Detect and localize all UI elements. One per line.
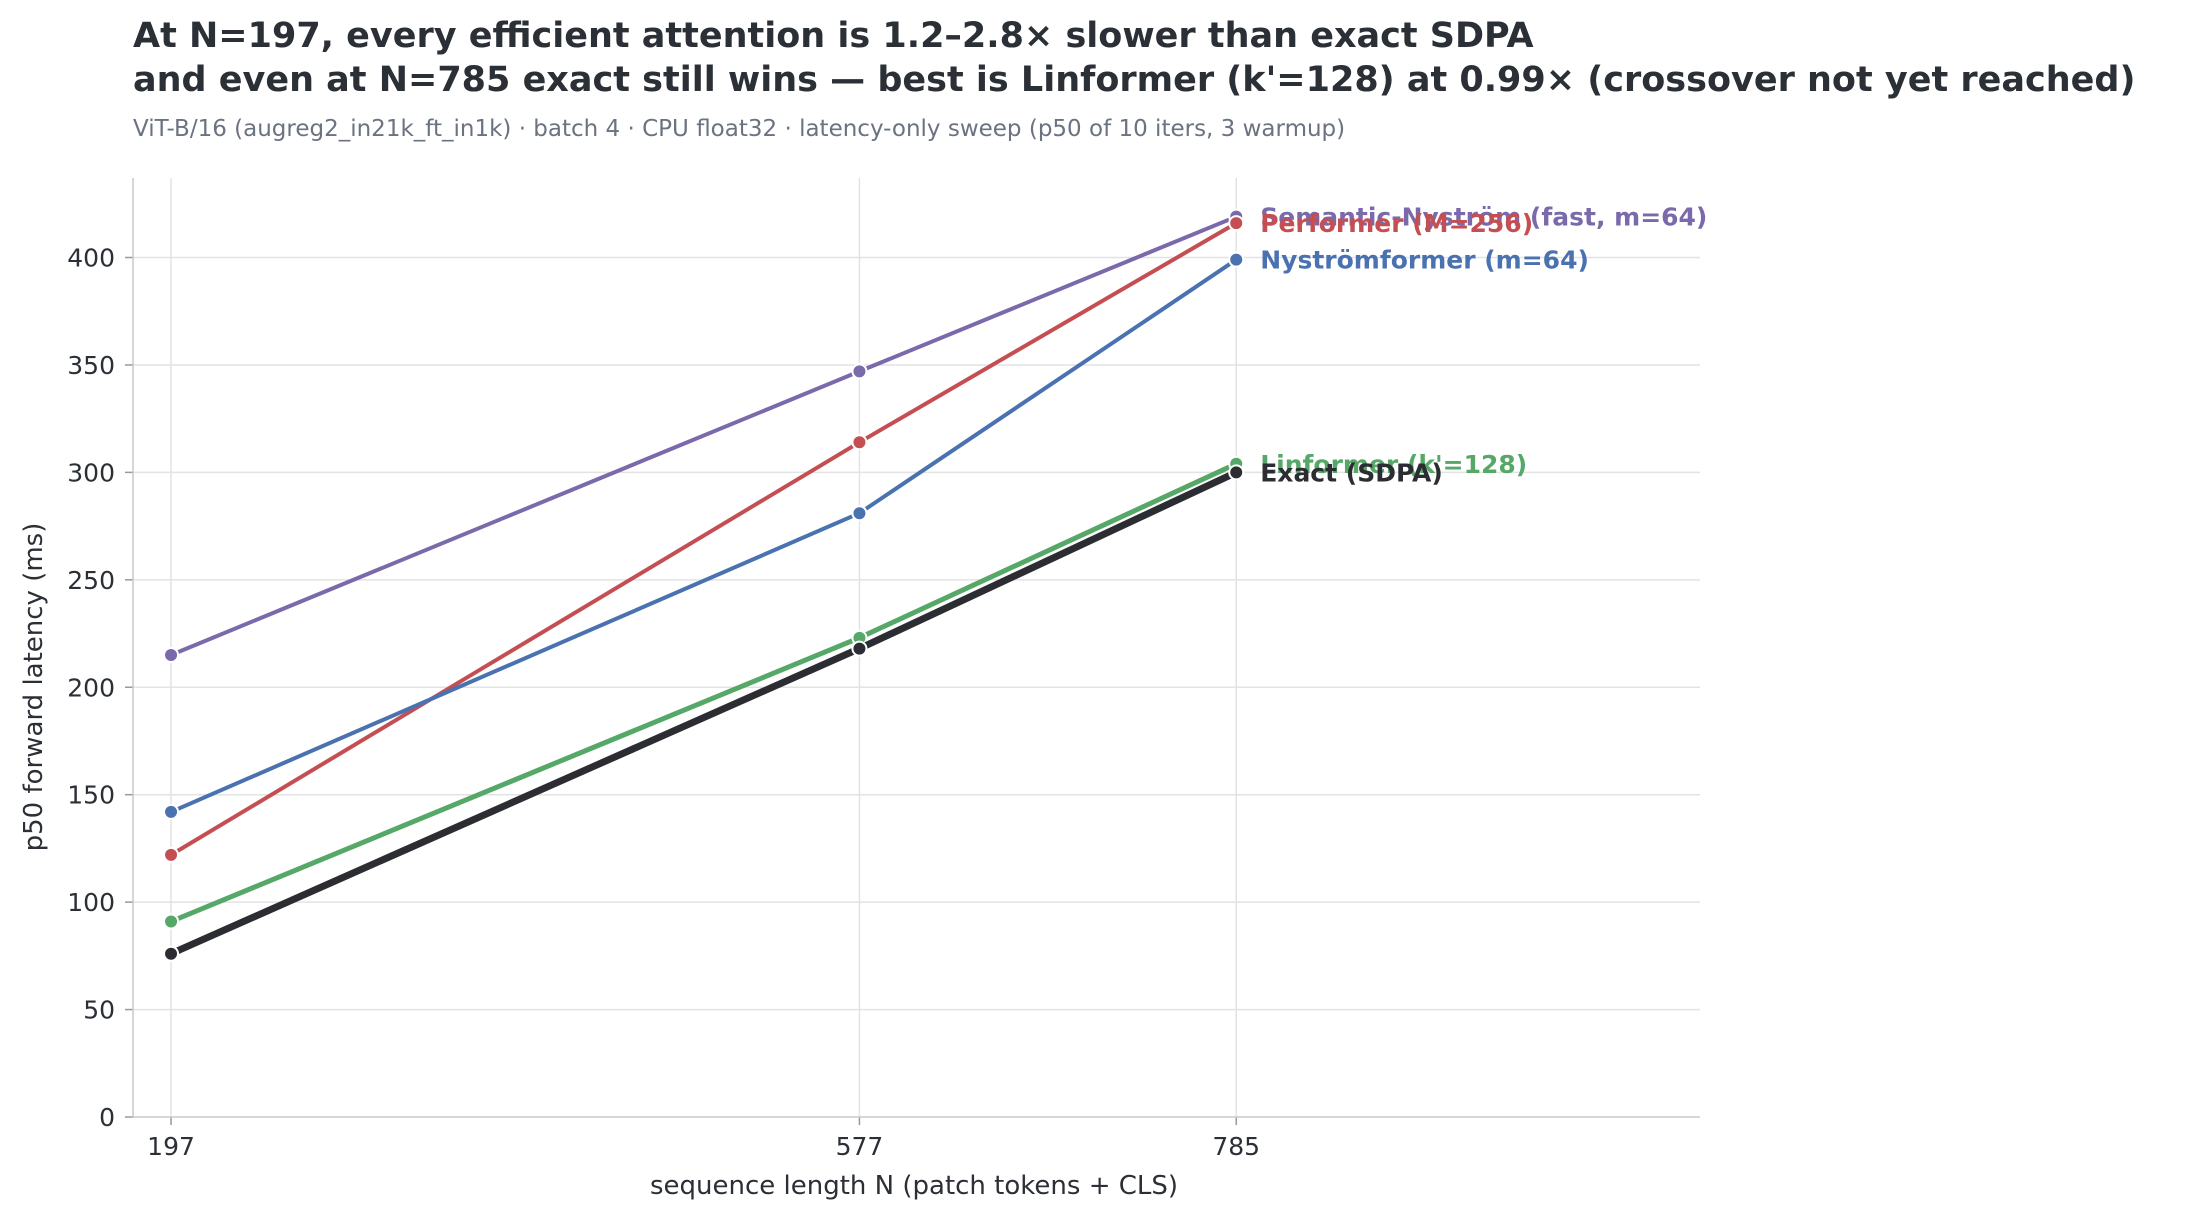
data-point bbox=[851, 434, 868, 451]
y-tick-label: 50 bbox=[83, 996, 115, 1025]
series-line bbox=[169, 214, 1239, 657]
y-tick-label: 100 bbox=[67, 888, 115, 917]
data-point bbox=[163, 913, 180, 930]
x-axis-label: sequence length N (patch tokens + CLS) bbox=[650, 1171, 1178, 1201]
y-tick-label: 0 bbox=[99, 1103, 115, 1132]
chart-title: At N=197, every efficient attention is 1… bbox=[133, 16, 1534, 56]
data-point bbox=[851, 363, 868, 380]
series-label: Performer (M=256) bbox=[1260, 209, 1533, 238]
series-label: Semantic-Nyström (fast, m=64) bbox=[1260, 203, 1707, 232]
y-tick-label: 350 bbox=[67, 351, 115, 380]
grid bbox=[133, 178, 1700, 1117]
data-point bbox=[851, 505, 868, 522]
series-label: Exact (SDPA) bbox=[1260, 458, 1443, 487]
chart-subtitle: ViT-B/16 (augreg2_in21k_ft_in1k) · batch… bbox=[133, 116, 1346, 142]
data-point bbox=[851, 640, 868, 657]
data-point bbox=[163, 945, 180, 962]
y-axis-label: p50 forward latency (ms) bbox=[19, 523, 49, 852]
data-point bbox=[1228, 215, 1245, 232]
y-tick-label: 200 bbox=[67, 673, 115, 702]
y-tick-label: 400 bbox=[67, 244, 115, 273]
x-tick-label: 197 bbox=[147, 1132, 195, 1161]
data-point bbox=[163, 846, 180, 863]
series-label: Nyströmformer (m=64) bbox=[1260, 246, 1589, 275]
y-tick-label: 150 bbox=[67, 781, 115, 810]
axes: 0 50 100 150 200 250 300 350 400 197 577 785 bbox=[67, 178, 1700, 1161]
chart-title-line2: and even at N=785 exact still wins — bes… bbox=[133, 60, 2136, 100]
series-label: Linformer (k'=128) bbox=[1260, 450, 1527, 479]
y-tick-label: 250 bbox=[67, 566, 115, 595]
x-tick-label: 785 bbox=[1212, 1132, 1260, 1161]
series-labels: Semantic-Nyström (fast, m=64)Performer (… bbox=[1260, 203, 1707, 488]
data-point bbox=[1228, 251, 1245, 268]
data-point bbox=[163, 647, 180, 664]
series-line bbox=[167, 468, 1240, 958]
x-tick-label: 577 bbox=[836, 1132, 884, 1161]
data-point bbox=[1228, 464, 1245, 481]
y-tick-label: 300 bbox=[67, 458, 115, 487]
series-lines bbox=[163, 208, 1245, 962]
data-point bbox=[163, 803, 180, 820]
series-line bbox=[168, 461, 1239, 924]
